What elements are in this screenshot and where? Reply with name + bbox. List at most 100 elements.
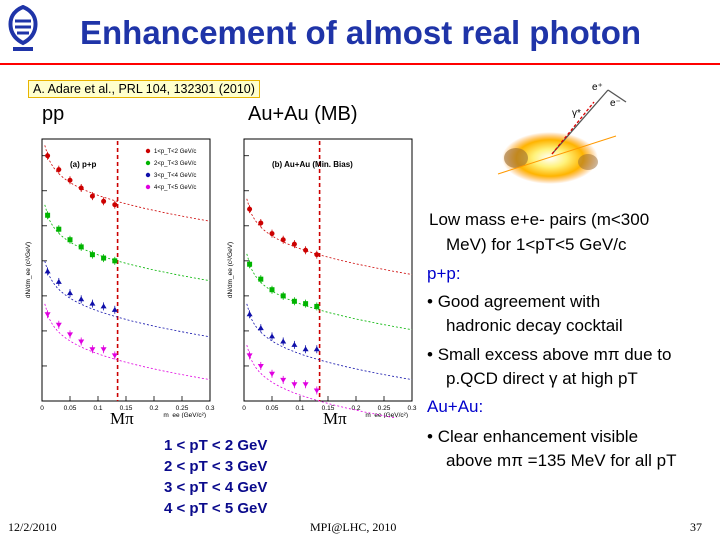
auau-data-point <box>303 247 309 253</box>
positron-label: e⁻ <box>610 98 621 109</box>
pp-legend-label: 2<p_T<3 GeV/c <box>154 161 196 167</box>
pp-bullet-1: • Good agreement with <box>427 292 601 311</box>
pp-data-point <box>111 306 118 312</box>
footer-center: MPI@LHC, 2010 <box>310 520 397 534</box>
auau-bullet-1-cont: above mπ =135 MeV for all pT <box>446 451 677 470</box>
pt-bin-2: 2 < pT < 3 GeV <box>164 458 268 475</box>
auau-data-point <box>246 353 253 359</box>
pp-legend-marker <box>145 172 151 178</box>
pp-cocktail-curve <box>44 204 211 282</box>
pp-data-point <box>56 167 62 173</box>
pp-data-point <box>44 312 51 318</box>
auau-data-point <box>247 206 253 212</box>
pp-data-point <box>100 347 107 353</box>
auau-panel-title: (b) Au+Au (Min. Bias) <box>272 160 353 169</box>
pp-data-point <box>56 226 62 232</box>
auau-data-point <box>246 311 253 317</box>
auau-xtick-label: 0.15 <box>322 405 335 412</box>
pp-bullet-2: • Small excess above mπ due to <box>427 345 672 364</box>
m-pi-label-right: Mπ <box>323 409 347 428</box>
auau-cocktail-curve <box>246 253 413 331</box>
auau-data-point <box>280 338 287 344</box>
pp-legend-label: 4<p_T<5 GeV/c <box>154 185 196 191</box>
auau-data-point <box>269 231 275 237</box>
pp-data-point <box>78 244 84 250</box>
pp-data-point <box>100 303 107 309</box>
auau-data-point <box>291 241 297 247</box>
auau-xlabel: m_ee (GeV/c²) <box>365 412 408 418</box>
auau-xtick-label: 0.3 <box>407 405 416 412</box>
pp-ylabel: dN/dm_ee (c²/GeV) <box>25 242 32 298</box>
pp-data-point <box>78 296 85 302</box>
pp-xtick-label: 0.15 <box>120 405 133 412</box>
pp-xtick-label: 0.25 <box>176 405 189 412</box>
auau-mass-spectrum-plot: 0 0.05 0.1 0.15 0.2 0.25 0.3 dN/dm_ee (c²/GeV) m… <box>227 138 417 418</box>
auau-frame <box>243 138 413 402</box>
low-mass-line-2: MeV) for 1<pT<5 GeV/c <box>446 235 627 254</box>
pp-xtick-label: 0.1 <box>93 405 102 412</box>
auau-data-point <box>291 382 298 388</box>
pp-xtick-label: 0.05 <box>64 405 77 412</box>
pp-bullet-1-cont: hadronic decay cocktail <box>446 316 623 335</box>
auau-data-point <box>257 363 264 369</box>
university-logo <box>8 5 38 51</box>
auau-data-point <box>269 371 275 377</box>
slide-title: Enhancement of almost real photon <box>80 14 642 51</box>
pp-data-point <box>112 202 118 208</box>
pp-data-point <box>89 193 95 199</box>
auau-xtick-label: 0 <box>242 405 246 412</box>
auau-data-point <box>302 382 309 388</box>
pp-data-point <box>55 322 62 328</box>
pp-data-point <box>101 198 107 204</box>
auau-data-point <box>280 237 286 243</box>
auau-xtick-label: 0.05 <box>266 405 279 412</box>
pp-xtick-label: 0 <box>40 405 44 412</box>
pp-legend-marker <box>145 160 151 166</box>
auau-data-point <box>280 293 286 299</box>
auau-data-point <box>257 325 264 331</box>
pp-data-point <box>45 153 51 159</box>
pp-data-point <box>112 258 118 264</box>
auau-xtick-label: 0.25 <box>378 405 391 412</box>
pp-cocktail-curve <box>44 303 211 381</box>
pp-legend-label: 1<p_T<2 GeV/c <box>154 149 196 155</box>
page-number: 37 <box>690 520 702 534</box>
pp-bullet-2-cont: p.QCD direct γ at high pT <box>446 369 638 388</box>
auau-data-point <box>291 298 297 304</box>
low-mass-line-1: Low mass e+e- pairs (m<300 <box>429 210 650 229</box>
auau-data-point <box>313 388 320 394</box>
auau-xtick-label: 0.2 <box>351 405 360 412</box>
pp-data-point <box>78 185 84 191</box>
auau-data-point <box>314 252 320 258</box>
pp-xtick-label: 0.2 <box>149 405 158 412</box>
pp-data-point <box>45 212 51 218</box>
pp-data-point <box>67 177 73 183</box>
pp-data-point <box>55 278 62 284</box>
auau-bullet-1-text: Clear enhancement visible <box>437 427 639 446</box>
m-pi-label-left: Mπ <box>110 409 134 428</box>
auau-label: Au+Au (MB) <box>248 103 358 125</box>
pp-data-point <box>101 255 107 261</box>
pp-data-point <box>78 339 85 345</box>
auau-cocktail-curve <box>246 303 413 381</box>
auau-data-point <box>302 346 309 352</box>
pp-data-point <box>67 237 73 243</box>
pp-bullet-2-text: Small excess above mπ due to <box>437 345 672 364</box>
pp-xlabel: m_ee (GeV/c²) <box>163 412 206 418</box>
pp-data-point <box>44 268 51 274</box>
pp-legend-marker <box>145 184 151 190</box>
title-rule <box>0 63 720 65</box>
pp-legend-label: 3<p_T<4 GeV/c <box>154 173 196 179</box>
pp-heading: p+p: <box>427 264 461 283</box>
footer-date: 12/2/2010 <box>8 520 57 534</box>
pp-mass-spectrum-plot: 0 0.05 0.1 0.15 0.2 0.25 0.3 dN/dm_ee (c²/GeV) m… <box>25 138 215 418</box>
auau-data-point <box>280 377 287 383</box>
auau-cocktail-curve <box>246 198 413 275</box>
reference-citation: A. Adare et al., PRL 104, 132301 (2010) <box>28 80 260 98</box>
collision-illustration: e⁺ e⁻ γ* <box>497 82 627 184</box>
auau-bullet-1: • Clear enhancement visible <box>427 427 639 446</box>
auau-cocktail-curve <box>246 344 399 418</box>
auau-ylabel: dN/dm_ee (c²/GeV) <box>227 242 234 298</box>
auau-data-point <box>313 346 320 352</box>
auau-data-point <box>291 341 298 347</box>
